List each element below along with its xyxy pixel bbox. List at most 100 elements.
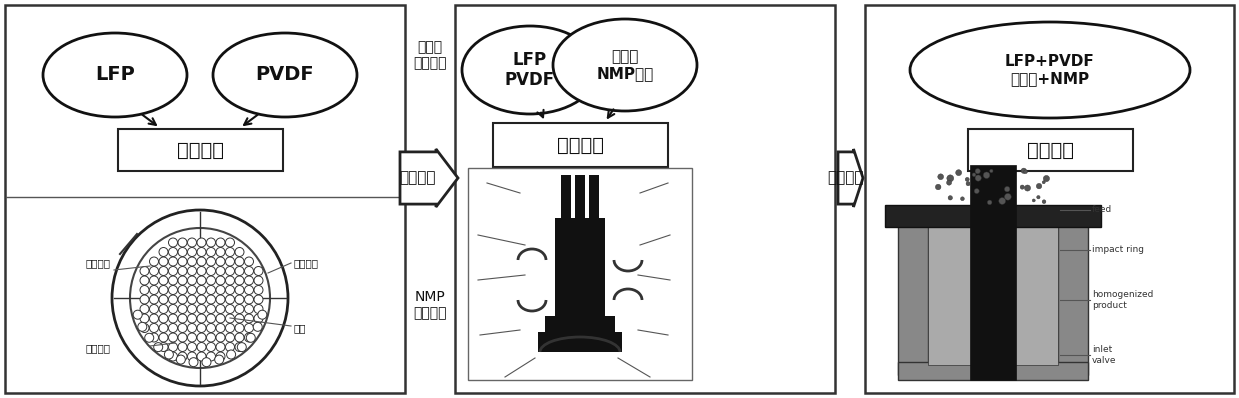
Circle shape [159,304,169,314]
Circle shape [244,276,254,285]
Bar [575,175,585,230]
Circle shape [197,324,206,332]
Circle shape [216,248,225,256]
Circle shape [244,324,254,332]
Circle shape [165,350,173,359]
Circle shape [235,276,244,285]
Circle shape [178,276,187,285]
Circle shape [1036,183,1042,189]
Text: 研磨对象: 研磨对象 [85,343,110,353]
Circle shape [235,343,244,351]
Circle shape [955,170,961,176]
Circle shape [178,314,187,323]
Text: PVDF: PVDF [255,66,315,84]
Circle shape [235,257,244,266]
Circle shape [1042,200,1046,203]
Circle shape [235,314,244,323]
Bar [5,5,405,393]
Text: homogenized
product: homogenized product [1092,290,1154,310]
Circle shape [140,285,149,295]
Circle shape [948,196,953,200]
Circle shape [197,238,206,247]
Circle shape [178,352,187,361]
Circle shape [235,333,244,342]
Circle shape [225,333,234,342]
Circle shape [178,333,187,342]
Circle shape [178,295,187,304]
Circle shape [207,285,216,295]
Circle shape [207,238,216,247]
Circle shape [244,333,254,342]
Circle shape [253,322,263,331]
Circle shape [187,304,197,314]
Circle shape [169,257,177,266]
Circle shape [140,324,149,332]
Circle shape [238,343,247,351]
Circle shape [984,172,990,178]
Circle shape [244,314,254,323]
Bar [968,129,1132,171]
Circle shape [216,343,225,351]
Circle shape [197,333,206,342]
Circle shape [975,169,980,174]
Circle shape [225,295,234,304]
Circle shape [140,314,149,323]
Text: 二次分散: 二次分散 [828,170,864,185]
Circle shape [178,304,187,314]
Circle shape [197,352,206,361]
Circle shape [169,304,177,314]
Circle shape [1005,186,1010,192]
Circle shape [207,314,216,323]
Circle shape [140,304,149,314]
Circle shape [178,257,187,266]
Bar [885,205,1101,227]
Circle shape [187,352,197,361]
Circle shape [150,257,159,266]
Circle shape [140,267,149,275]
Circle shape [169,314,177,323]
Circle shape [225,343,234,351]
Circle shape [187,248,197,256]
Text: 球磨磨筒: 球磨磨筒 [292,258,318,268]
Circle shape [169,238,177,247]
Circle shape [214,355,224,364]
Circle shape [990,169,992,173]
Circle shape [938,174,944,179]
Circle shape [187,238,197,247]
Circle shape [216,285,225,295]
Circle shape [159,314,169,323]
Circle shape [207,343,216,351]
Bar [555,218,605,318]
Circle shape [225,304,234,314]
Ellipse shape [553,19,698,111]
Circle shape [935,184,940,190]
Text: LFP+PVDF
石墨烯+NMP: LFP+PVDF 石墨烯+NMP [1005,54,1095,86]
Circle shape [159,276,169,285]
Circle shape [225,285,234,295]
Circle shape [150,267,159,275]
Circle shape [225,314,234,323]
Circle shape [150,304,159,314]
Circle shape [225,324,234,332]
Bar [561,175,571,230]
Circle shape [159,257,169,266]
Bar [492,123,668,167]
Circle shape [225,257,234,266]
Circle shape [244,285,254,295]
Text: 磨筒转向: 磨筒转向 [85,258,110,268]
Circle shape [202,358,211,367]
Text: feed: feed [1092,205,1113,215]
Circle shape [176,355,186,364]
Circle shape [235,304,244,314]
Circle shape [973,173,976,177]
Bar [1058,220,1088,375]
Circle shape [235,267,244,275]
Circle shape [159,324,169,332]
Circle shape [235,248,244,256]
Circle shape [975,175,981,181]
Circle shape [244,257,254,266]
Circle shape [225,267,234,275]
Circle shape [138,322,146,331]
Circle shape [254,295,263,304]
Circle shape [197,257,206,266]
